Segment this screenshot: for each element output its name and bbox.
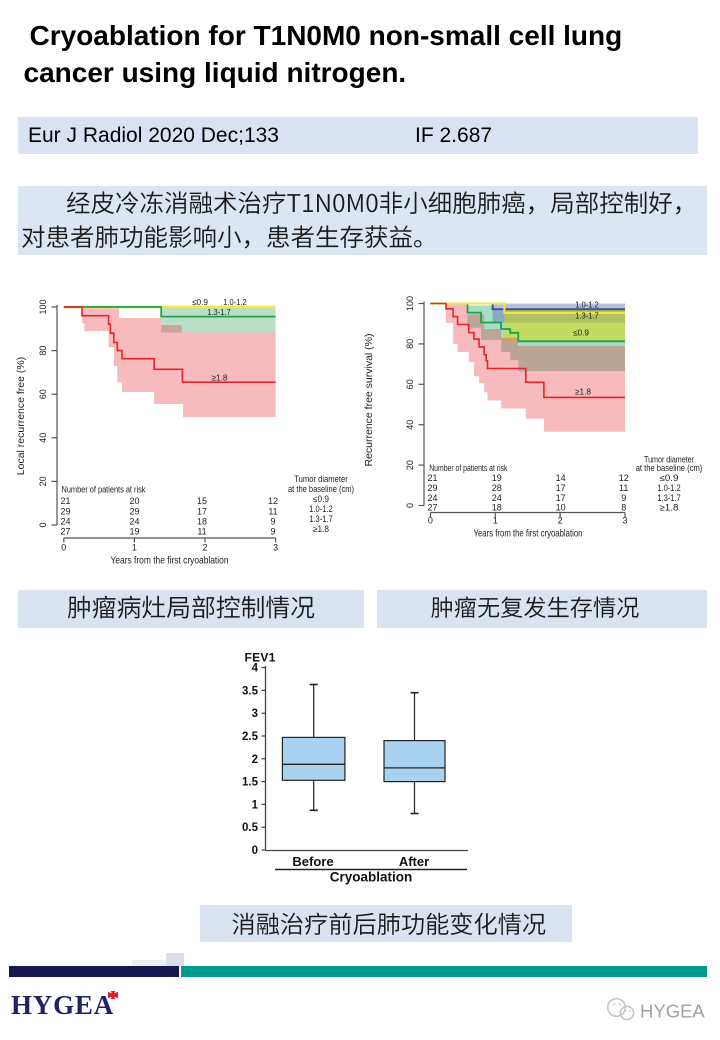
svg-text:15: 15 <box>197 496 207 506</box>
svg-text:10: 10 <box>556 502 566 512</box>
svg-text:Local recurrence free (%): Local recurrence free (%) <box>15 357 27 475</box>
svg-text:14: 14 <box>556 473 566 483</box>
svg-text:1.0-1.2: 1.0-1.2 <box>223 297 247 307</box>
svg-text:20: 20 <box>38 476 48 486</box>
svg-text:27: 27 <box>427 502 437 512</box>
svg-text:28: 28 <box>492 483 502 493</box>
svg-text:17: 17 <box>556 483 566 493</box>
svg-text:1: 1 <box>132 543 137 553</box>
svg-text:1: 1 <box>493 516 498 526</box>
svg-text:12: 12 <box>268 496 278 506</box>
svg-text:Tumor diameter: Tumor diameter <box>644 455 694 465</box>
svg-text:21: 21 <box>427 473 437 483</box>
svg-text:FEV1: FEV1 <box>245 651 276 665</box>
svg-text:2: 2 <box>202 543 207 553</box>
svg-text:1.0-1.2: 1.0-1.2 <box>575 300 599 310</box>
svg-text:Years from the first cryoablat: Years from the first cryoablation <box>111 556 229 567</box>
svg-text:0.5: 0.5 <box>242 822 259 834</box>
svg-text:24: 24 <box>492 493 502 503</box>
svg-text:11: 11 <box>619 483 628 493</box>
svg-text:24: 24 <box>60 516 70 526</box>
svg-text:0: 0 <box>61 543 66 553</box>
svg-text:11: 11 <box>268 506 277 516</box>
svg-text:11: 11 <box>197 527 206 537</box>
svg-text:80: 80 <box>38 346 48 356</box>
svg-text:≥1.8: ≥1.8 <box>660 502 679 512</box>
svg-text:0: 0 <box>252 845 258 857</box>
svg-text:1.0-1.2: 1.0-1.2 <box>657 483 680 493</box>
svg-text:17: 17 <box>197 506 207 516</box>
svg-text:60: 60 <box>38 389 48 399</box>
svg-text:40: 40 <box>405 420 415 430</box>
svg-text:8: 8 <box>621 502 626 512</box>
svg-text:20: 20 <box>405 460 415 470</box>
svg-text:3: 3 <box>273 543 278 553</box>
svg-text:1.3-1.7: 1.3-1.7 <box>575 311 599 321</box>
svg-text:Tumor diameter: Tumor diameter <box>294 474 348 484</box>
svg-text:≥1.8: ≥1.8 <box>575 387 591 397</box>
svg-text:40: 40 <box>38 433 48 443</box>
svg-text:9: 9 <box>621 493 626 503</box>
svg-text:≥1.8: ≥1.8 <box>313 524 329 534</box>
svg-text:29: 29 <box>427 483 437 493</box>
svg-text:Number of patients at risk: Number of patients at risk <box>429 463 508 473</box>
svg-text:9: 9 <box>270 527 275 537</box>
svg-text:18: 18 <box>492 502 502 512</box>
svg-text:4: 4 <box>252 663 259 675</box>
svg-text:3: 3 <box>622 516 627 526</box>
svg-text:3.5: 3.5 <box>242 685 259 697</box>
svg-text:19: 19 <box>129 527 139 537</box>
svg-text:1.3-1.7: 1.3-1.7 <box>207 307 231 317</box>
svg-text:1.3-1.7: 1.3-1.7 <box>657 493 680 503</box>
svg-text:1.5: 1.5 <box>242 777 259 789</box>
svg-text:20: 20 <box>129 496 139 506</box>
svg-text:21: 21 <box>60 496 70 506</box>
svg-text:After: After <box>399 854 429 869</box>
svg-text:≥1.8: ≥1.8 <box>212 373 228 383</box>
svg-text:≤0.9: ≤0.9 <box>313 494 329 504</box>
svg-text:100: 100 <box>405 296 415 311</box>
svg-text:24: 24 <box>129 516 139 526</box>
svg-text:24: 24 <box>427 493 437 503</box>
svg-text:1.0-1.2: 1.0-1.2 <box>309 504 333 514</box>
svg-text:2.5: 2.5 <box>242 731 259 743</box>
svg-text:0: 0 <box>405 503 415 508</box>
svg-text:≤0.9: ≤0.9 <box>660 473 679 483</box>
svg-text:3: 3 <box>252 708 258 720</box>
svg-text:Recurrence free survival (%): Recurrence free survival (%) <box>363 333 375 466</box>
svg-text:1.3-1.7: 1.3-1.7 <box>309 514 333 524</box>
svg-text:60: 60 <box>405 379 415 389</box>
svg-text:12: 12 <box>619 473 629 483</box>
svg-text:29: 29 <box>60 506 70 516</box>
svg-text:Number of patients at risk: Number of patients at risk <box>62 484 146 494</box>
svg-text:Before: Before <box>292 854 333 869</box>
svg-text:0: 0 <box>38 522 48 527</box>
svg-text:9: 9 <box>270 516 275 526</box>
svg-text:≤0.9: ≤0.9 <box>192 297 208 307</box>
svg-text:2: 2 <box>252 754 258 766</box>
svg-text:HYGEA: HYGEA <box>640 1001 705 1022</box>
svg-text:≤0.9: ≤0.9 <box>573 328 589 338</box>
svg-text:Years from the first cryoablat: Years from the first cryoablation <box>474 529 583 540</box>
svg-text:1: 1 <box>252 799 259 811</box>
svg-text:18: 18 <box>197 516 207 526</box>
svg-text:Cryoablation: Cryoablation <box>330 870 413 885</box>
svg-text:29: 29 <box>129 506 139 516</box>
svg-text:100: 100 <box>38 299 48 314</box>
svg-text:0: 0 <box>428 516 433 526</box>
svg-text:at the baseline (cm): at the baseline (cm) <box>636 463 703 473</box>
svg-text:at the baseline (cm): at the baseline (cm) <box>288 484 354 494</box>
svg-text:2: 2 <box>558 516 563 526</box>
svg-text:19: 19 <box>492 473 502 483</box>
svg-text:80: 80 <box>405 339 415 349</box>
svg-text:27: 27 <box>60 527 70 537</box>
svg-text:17: 17 <box>556 493 566 503</box>
